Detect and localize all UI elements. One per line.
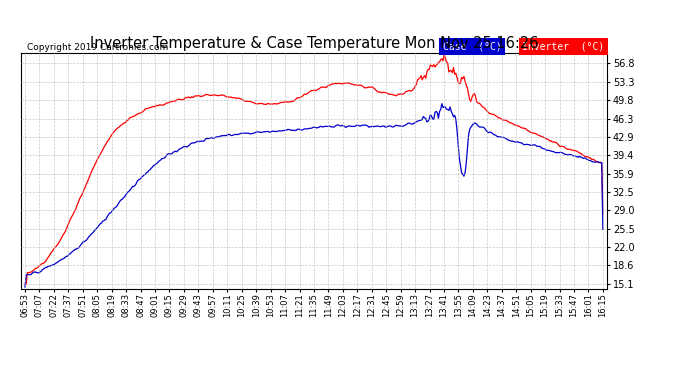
Text: Case  (°C): Case (°C)	[443, 42, 502, 52]
Text: Inverter  (°C): Inverter (°C)	[522, 42, 604, 52]
Title: Inverter Temperature & Case Temperature Mon Nov 25 16:26: Inverter Temperature & Case Temperature …	[90, 36, 538, 51]
Text: Copyright 2019 Cartronics.com: Copyright 2019 Cartronics.com	[26, 43, 168, 52]
